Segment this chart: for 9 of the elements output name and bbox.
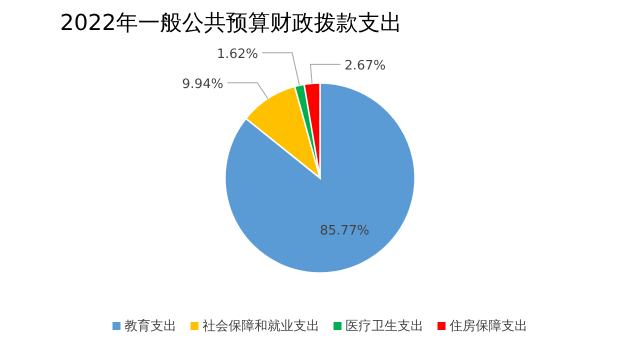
legend-label: 住房保障支出 (448, 318, 528, 334)
chart-title: 2022年一般公共预算财政拨款支出 (60, 11, 402, 36)
legend-label: 教育支出 (124, 318, 176, 334)
data-label: 9.94% (182, 76, 224, 92)
data-label: 85.77% (320, 223, 370, 238)
legend-label: 医疗卫生支出 (346, 319, 424, 334)
data-label: 1.62% (216, 46, 258, 62)
data-label: 2.67% (344, 58, 386, 74)
legend-label: 社会保障和就业支出 (202, 319, 320, 334)
